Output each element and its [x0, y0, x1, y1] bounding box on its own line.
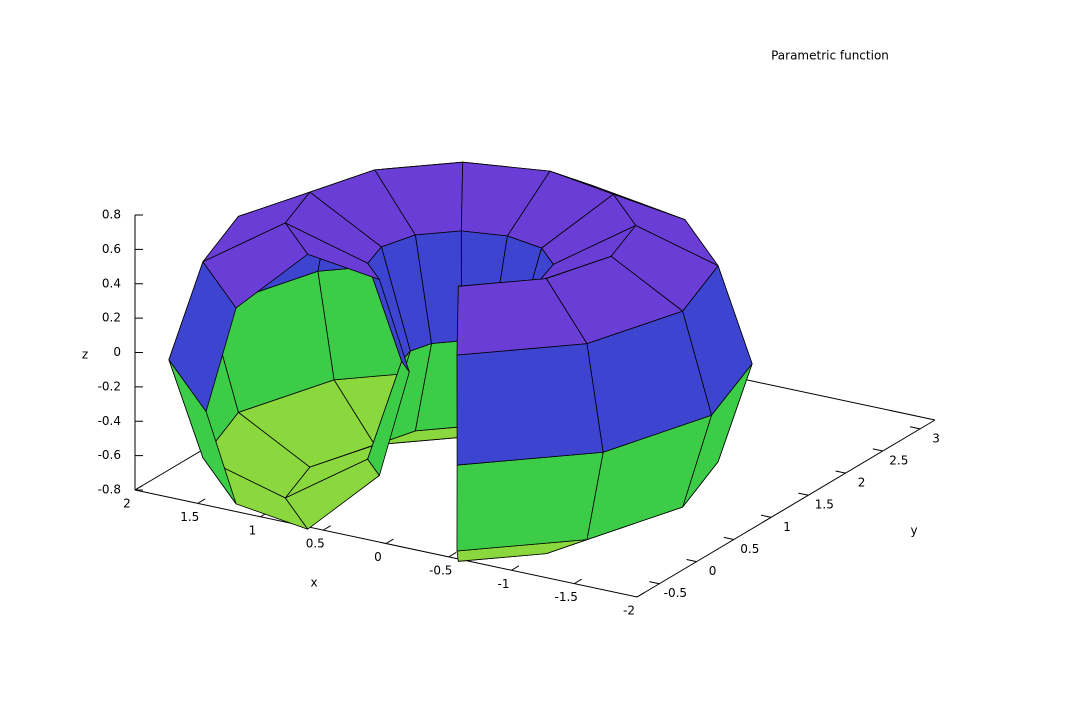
- y-tick: [686, 558, 697, 563]
- y-tick-label: 2.5: [889, 453, 908, 467]
- x-tick: [385, 538, 394, 544]
- z-tick-label: 0.2: [102, 311, 121, 325]
- y-tick: [649, 581, 660, 585]
- y-tick-label: 0.5: [740, 542, 759, 556]
- x-tick: [322, 525, 331, 531]
- y-axis: [636, 419, 936, 598]
- y-tick-label: 0: [709, 564, 717, 578]
- x-tick-label: 0.5: [306, 537, 325, 551]
- legend-entry: Parametric function: [771, 49, 889, 63]
- z-tick-label: 0.4: [102, 276, 121, 290]
- x-tick: [197, 498, 206, 504]
- x-tick-label: 1.5: [180, 510, 199, 524]
- y-axis-label: y: [910, 524, 917, 538]
- x-tick-label: -0.5: [429, 563, 452, 577]
- y-tick-label: 1.5: [815, 498, 834, 512]
- y-tick-label: 3: [932, 431, 940, 445]
- y-tick: [760, 514, 772, 518]
- y-tick: [723, 536, 734, 540]
- y-tick-label: 2: [858, 476, 866, 490]
- x-tick-label: -1: [498, 577, 510, 591]
- x-tick-label: -1.5: [555, 590, 578, 604]
- y-tick: [798, 492, 809, 496]
- surface-face: [456, 343, 604, 466]
- y-tick: [872, 448, 883, 452]
- x-tick: [448, 552, 457, 558]
- x-tick: [573, 578, 582, 585]
- x-tick: [511, 565, 520, 571]
- surface-face: [456, 278, 588, 356]
- x-tick: [134, 485, 143, 491]
- z-tick-label: -0.2: [98, 379, 121, 393]
- x-tick-label: -2: [623, 604, 635, 618]
- z-tick-label: -0.8: [98, 483, 121, 497]
- surface-face: [456, 451, 604, 552]
- z-tick-label: -0.6: [98, 448, 121, 462]
- z-tick-label: -0.4: [98, 414, 121, 428]
- y-tick-label: 1: [783, 520, 791, 534]
- z-tick-label: 0.8: [102, 208, 121, 222]
- z-tick-label: 0.6: [102, 242, 121, 256]
- surface-face: [202, 222, 309, 309]
- y-tick: [835, 470, 846, 474]
- z-axis-label: z: [82, 348, 88, 362]
- x-tick-label: 2: [123, 497, 131, 511]
- x-tick-label: 0: [374, 550, 382, 564]
- x-axis-label: x: [310, 576, 317, 590]
- x-tick: [636, 592, 645, 598]
- y-tick: [909, 426, 921, 430]
- x-tick-label: 1: [249, 523, 257, 537]
- z-tick-label: 0: [113, 345, 121, 359]
- y-tick-label: -0.5: [664, 586, 687, 600]
